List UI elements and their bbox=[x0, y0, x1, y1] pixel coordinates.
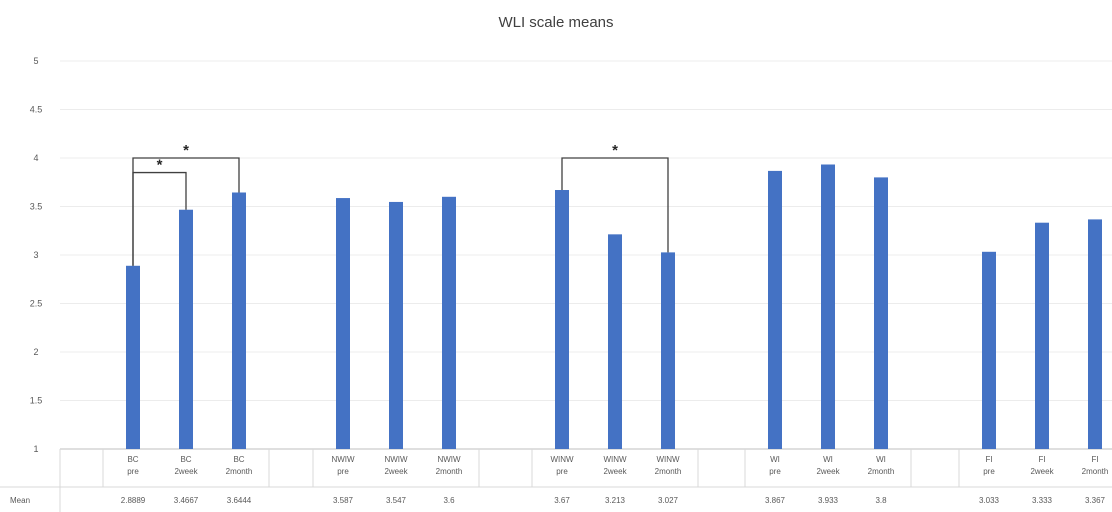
mean-value: 3.67 bbox=[554, 496, 570, 505]
bar bbox=[555, 190, 569, 449]
mean-value: 3.027 bbox=[658, 496, 679, 505]
bar bbox=[126, 265, 140, 449]
category-sublabel: 2week bbox=[384, 467, 408, 476]
bar bbox=[336, 198, 350, 449]
category-sublabel: 2month bbox=[1082, 467, 1109, 476]
category-label: FI bbox=[985, 455, 992, 464]
category-label: WI bbox=[876, 455, 886, 464]
category-sublabel: 2week bbox=[816, 467, 840, 476]
significance-bracket bbox=[132, 171, 187, 266]
y-tick-label: 5 bbox=[33, 56, 38, 66]
significance-marker: * bbox=[157, 157, 163, 174]
bar bbox=[179, 209, 193, 449]
category-label: WI bbox=[823, 455, 833, 464]
category-sublabel: 2week bbox=[603, 467, 627, 476]
bar bbox=[661, 252, 675, 449]
bar bbox=[768, 170, 782, 449]
chart-title: WLI scale means bbox=[498, 14, 614, 31]
category-label: WINW bbox=[656, 455, 680, 464]
bar bbox=[389, 201, 403, 449]
mean-value: 3.367 bbox=[1085, 496, 1106, 505]
mean-value: 3.213 bbox=[605, 496, 626, 505]
mean-value: 2.8889 bbox=[121, 496, 146, 505]
bar bbox=[232, 192, 246, 449]
mean-value: 3.547 bbox=[386, 496, 407, 505]
category-sublabel: pre bbox=[983, 467, 995, 476]
category-sublabel: 2week bbox=[1030, 467, 1054, 476]
category-sublabel: pre bbox=[127, 467, 139, 476]
category-sublabel: 2month bbox=[655, 467, 682, 476]
significance-marker: * bbox=[612, 142, 618, 159]
category-label: NWIW bbox=[437, 455, 461, 464]
bar bbox=[442, 196, 456, 449]
bar bbox=[1088, 219, 1102, 449]
category-label: WINW bbox=[603, 455, 627, 464]
mean-value: 3.4667 bbox=[174, 496, 199, 505]
mean-value: 3.333 bbox=[1032, 496, 1053, 505]
y-tick-label: 3.5 bbox=[30, 202, 43, 212]
bar bbox=[874, 177, 888, 449]
category-label: BC bbox=[127, 455, 138, 464]
mean-value: 3.033 bbox=[979, 496, 1000, 505]
category-label: FI bbox=[1091, 455, 1098, 464]
category-sublabel: pre bbox=[556, 467, 568, 476]
significance-marker: * bbox=[183, 142, 189, 159]
y-tick-label: 4.5 bbox=[30, 105, 43, 115]
y-tick-label: 4 bbox=[33, 153, 38, 163]
category-label: FI bbox=[1038, 455, 1045, 464]
category-sublabel: pre bbox=[337, 467, 349, 476]
bar bbox=[608, 234, 622, 449]
category-label: WINW bbox=[550, 455, 574, 464]
bar bbox=[821, 164, 835, 449]
bar bbox=[1035, 222, 1049, 449]
y-tick-label: 1 bbox=[33, 444, 38, 454]
y-tick-label: 3 bbox=[33, 250, 38, 260]
category-sublabel: 2month bbox=[868, 467, 895, 476]
y-tick-label: 2.5 bbox=[30, 299, 43, 309]
mean-value: 3.8 bbox=[875, 496, 887, 505]
y-tick-label: 2 bbox=[33, 347, 38, 357]
category-label: BC bbox=[180, 455, 191, 464]
category-label: NWIW bbox=[384, 455, 408, 464]
category-label: BC bbox=[233, 455, 244, 464]
significance-bracket bbox=[561, 157, 669, 253]
category-sublabel: 2month bbox=[436, 467, 463, 476]
category-label: WI bbox=[770, 455, 780, 464]
mean-value: 3.867 bbox=[765, 496, 786, 505]
category-label: NWIW bbox=[331, 455, 355, 464]
mean-value: 3.587 bbox=[333, 496, 354, 505]
mean-value: 3.6 bbox=[443, 496, 455, 505]
table-row-label: Mean bbox=[10, 496, 30, 505]
category-sublabel: pre bbox=[769, 467, 781, 476]
mean-value: 3.933 bbox=[818, 496, 839, 505]
mean-value: 3.6444 bbox=[227, 496, 252, 505]
category-sublabel: 2month bbox=[226, 467, 253, 476]
bar bbox=[982, 251, 996, 449]
y-tick-label: 1.5 bbox=[30, 396, 43, 406]
category-sublabel: 2week bbox=[174, 467, 198, 476]
significance-bracket bbox=[132, 157, 240, 266]
